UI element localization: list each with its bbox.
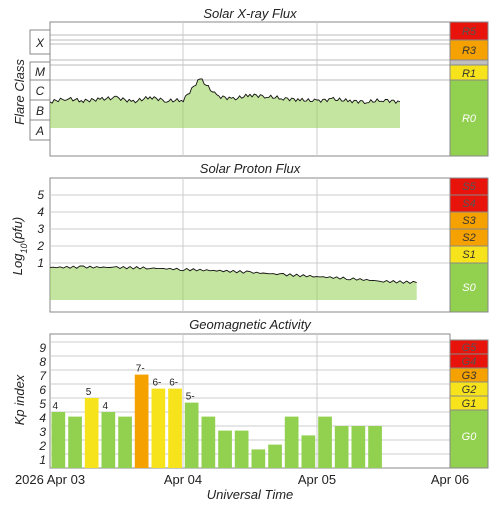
xray-flux-fill (50, 78, 400, 128)
kp-tick-1: 1 (39, 453, 46, 467)
kp-bar (351, 426, 366, 468)
kp-bar (51, 412, 66, 468)
kp-bar (134, 374, 149, 468)
kp-tick-8: 8 (39, 355, 46, 369)
proton-gridlines (50, 178, 450, 312)
geomag-y-axis-label: Kp index (12, 374, 27, 425)
kp-bar (184, 402, 199, 468)
kp-bar-label: 7- (136, 364, 145, 375)
kp-bar-label: 6- (153, 378, 162, 389)
xray-flux-line (49, 78, 401, 105)
proton-scale-s2: S2 (462, 232, 475, 244)
geomag-scale-g4: G4 (462, 356, 477, 368)
geomag-scale-g2: G2 (462, 384, 477, 396)
xray-class-label-x: X (35, 36, 45, 50)
proton-scale-s4: S4 (462, 198, 475, 210)
kp-tick-5: 5 (39, 397, 46, 411)
kp-bars (51, 374, 382, 468)
kp-tick-3: 3 (39, 425, 46, 439)
x-tick-apr03: 2026 Apr 03 (15, 472, 85, 487)
kp-bar-label: 5- (186, 392, 195, 403)
xray-plot-area (49, 21, 451, 157)
proton-panel-title: Solar Proton Flux (200, 161, 301, 176)
xray-class-lines (50, 34, 450, 81)
kp-tick-9: 9 (39, 341, 46, 355)
geomag-scale-g3: G3 (462, 370, 478, 382)
proton-scale-s0: S0 (462, 282, 476, 294)
radio-scale-r0: R0 (462, 113, 477, 125)
kp-bar (318, 416, 332, 468)
proton-tick-4: 4 (37, 205, 44, 219)
xray-y-axis-label: Flare Class (12, 59, 27, 125)
proton-flux-fill (50, 265, 417, 300)
x-tick-apr05: Apr 05 (298, 472, 336, 487)
xray-panel-title: Solar X-ray Flux (203, 6, 297, 21)
geomag-gridlines (50, 334, 450, 468)
xray-class-label-a: A (35, 124, 44, 138)
proton-tick-2: 2 (36, 239, 44, 253)
kp-bar-label: 5 (86, 387, 92, 398)
kp-tick-4: 4 (39, 411, 46, 425)
kp-bar (234, 430, 249, 468)
geomag-scale-g1: G1 (462, 398, 477, 410)
kp-bar (301, 435, 316, 468)
kp-bar-label: 4 (53, 401, 59, 412)
kp-bar (84, 398, 99, 468)
kp-bar (251, 449, 266, 468)
proton-y-axis-label: Log10(pfu) (10, 217, 29, 275)
radio-scale-r1: R1 (462, 68, 476, 80)
proton-scale-s1: S1 (462, 249, 475, 261)
kp-bar (284, 416, 299, 468)
kp-bar (368, 426, 382, 468)
kp-bar (268, 444, 282, 468)
xray-class-label-c: C (36, 84, 45, 98)
geomag-panel-title: Geomagnetic Activity (189, 317, 312, 332)
x-tick-apr06: Apr 06 (431, 472, 469, 487)
kp-tick-2: 2 (38, 439, 46, 453)
xray-class-label-m: M (35, 65, 45, 79)
proton-tick-1: 1 (37, 256, 44, 270)
kp-bar-label: 6- (169, 378, 178, 389)
geomag-scale-g5: G5 (462, 342, 478, 354)
kp-bar (68, 416, 82, 468)
x-axis-title: Universal Time (207, 487, 294, 502)
x-tick-apr04: Apr 04 (164, 472, 202, 487)
geomag-y-ticks: 9 8 7 6 5 4 3 2 1 (38, 341, 47, 467)
kp-bar (201, 416, 216, 468)
kp-tick-6: 6 (39, 383, 46, 397)
proton-storm-scale (449, 177, 489, 313)
xray-radio-scale (449, 21, 489, 157)
kp-bar (334, 426, 349, 468)
kp-bar-label: 4 (103, 401, 109, 412)
radio-scale-r5: R5 (462, 26, 477, 38)
kp-bar (118, 416, 132, 468)
kp-bar (101, 412, 116, 468)
kp-bar (151, 388, 166, 468)
geomag-scale-g0: G0 (462, 431, 478, 443)
proton-flux-line (49, 265, 417, 284)
geomag-storm-scale (449, 339, 489, 469)
kp-tick-7: 7 (39, 369, 47, 383)
xray-class-boxes (29, 29, 51, 141)
kp-bar (218, 430, 232, 468)
xray-gridlines (182, 22, 318, 156)
radio-scale-r3: R3 (462, 45, 477, 57)
proton-tick-3: 3 (37, 222, 44, 236)
proton-scale-s3: S3 (462, 215, 476, 227)
proton-scale-s5: S5 (462, 181, 476, 193)
proton-tick-5: 5 (37, 188, 44, 202)
xray-class-label-b: B (36, 104, 44, 118)
kp-bar (168, 388, 182, 468)
